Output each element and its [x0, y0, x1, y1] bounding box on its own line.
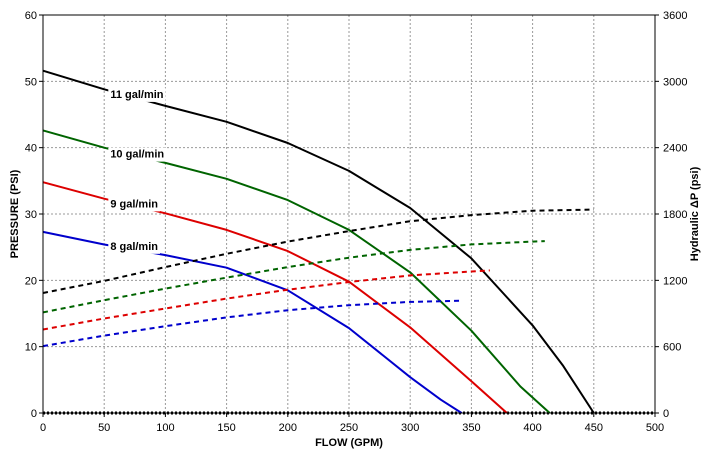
- y-tick-label: 40: [25, 143, 37, 155]
- y2-axis-title: Hydraulic ΔP (psi): [689, 166, 701, 261]
- x-tick-label: 0: [40, 422, 46, 434]
- y-axis-title: PRESSURE (PSI): [9, 169, 21, 258]
- x-axis-title: FLOW (GPM): [315, 437, 383, 449]
- curve-label: 10 gal/min: [110, 149, 164, 161]
- curve-label-bg: [108, 87, 166, 102]
- y-tick-label: 60: [25, 10, 37, 22]
- y-tick-label: 0: [31, 408, 37, 420]
- curve-label: 9 gal/min: [110, 198, 158, 210]
- y2-axis-ticks: 0 600 1200 1800 2400 3000 3600: [655, 10, 687, 420]
- x-axis-ticks: 0 50 100 150 200 250 300 350 400 450 500: [40, 413, 664, 434]
- x-tick-label: 450: [585, 422, 603, 434]
- x-tick-label: 500: [646, 422, 664, 434]
- y2-tick-label: 600: [663, 342, 681, 354]
- y2-tick-label: 3600: [663, 10, 687, 22]
- y-tick-label: 10: [25, 342, 37, 354]
- curve-label: 8 gal/min: [110, 241, 158, 253]
- y-tick-label: 20: [25, 275, 37, 287]
- y2-tick-label: 2400: [663, 143, 687, 155]
- grid: [43, 15, 655, 415]
- x-tick-label: 400: [523, 422, 541, 434]
- curve-label-bg: [108, 147, 167, 162]
- curve-label: 11 gal/min: [110, 89, 163, 101]
- hydraulic-dp-line-4: [42, 208, 594, 294]
- pressure-curve-3: [42, 230, 463, 414]
- hydraulic-dp-line-6: [42, 269, 490, 331]
- x-tick-label: 350: [462, 422, 480, 434]
- curve-label-bg: [108, 197, 161, 212]
- y-tick-label: 30: [25, 209, 37, 221]
- hydraulic-dp-line-7: [42, 299, 460, 348]
- x-tick-label: 300: [401, 422, 419, 434]
- y2-tick-label: 3000: [663, 76, 687, 88]
- x-tick-label: 200: [279, 422, 297, 434]
- x-tick-label: 50: [98, 422, 110, 434]
- x-tick-label: 150: [217, 422, 235, 434]
- x-tick-label: 250: [340, 422, 358, 434]
- y2-tick-label: 1200: [663, 275, 687, 287]
- y2-tick-label: 0: [663, 408, 669, 420]
- y-tick-label: 50: [25, 76, 37, 88]
- curve-label-bg: [108, 239, 161, 254]
- y2-tick-label: 1800: [663, 209, 687, 221]
- curve-labels: 11 gal/min 10 gal/min 9 gal/min 8 gal/min: [108, 87, 167, 254]
- hydraulic-dp-line-5: [42, 240, 545, 314]
- x-tick-label: 100: [156, 422, 174, 434]
- y-axis-ticks: 0 10 20 30 40 50 60: [25, 10, 43, 420]
